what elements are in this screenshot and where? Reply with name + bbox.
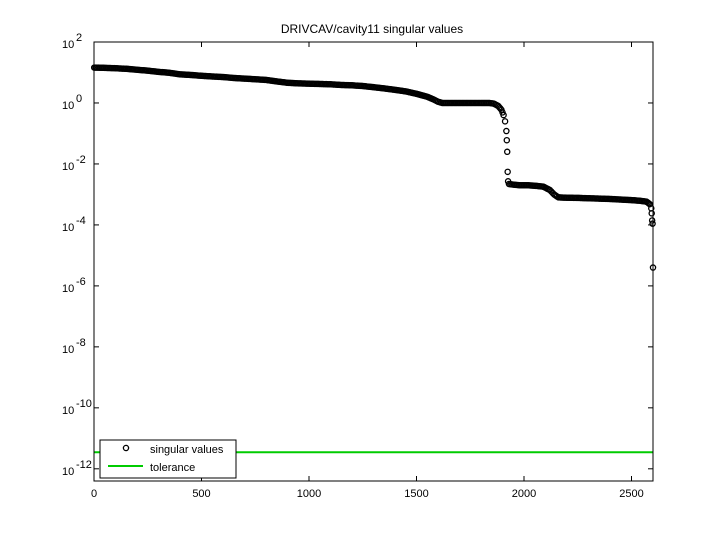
y-tick-label-exponent: 0 (76, 93, 82, 105)
singular-value-point (503, 148, 511, 156)
legend-label-singular-values: singular values (150, 444, 224, 456)
x-tick-label: 2500 (619, 488, 643, 500)
singular-value-point (504, 168, 511, 176)
y-tick-label-exponent: -6 (76, 276, 86, 288)
y-tick-label-base: 10 (62, 283, 74, 295)
singular-value-point (648, 217, 656, 224)
legend: singular values tolerance (99, 439, 237, 479)
y-tick-label-exponent: -12 (76, 459, 92, 471)
y-tick-label-base: 10 (62, 222, 74, 234)
singular-value-point (503, 127, 510, 135)
y-tick-label-exponent: -8 (76, 337, 86, 349)
singular-value-point (500, 111, 507, 119)
x-tick-label: 0 (91, 488, 97, 500)
y-tick-label-base: 10 (62, 161, 74, 173)
y-tick-label-exponent: -10 (76, 398, 92, 410)
x-tick-label: 2000 (512, 488, 536, 500)
y-tick-label-base: 10 (62, 39, 74, 51)
y-tick-label-exponent: -2 (76, 154, 86, 166)
legend-label-tolerance: tolerance (150, 462, 195, 474)
y-tick-label-base: 10 (62, 466, 74, 478)
legend-marker-singular-values (122, 444, 130, 452)
legend-box (99, 439, 237, 479)
singular-value-point (501, 118, 509, 125)
singular-value-point (648, 210, 655, 217)
singular-value-point (503, 136, 511, 144)
axes-box (93, 41, 654, 482)
y-tick-label-base: 10 (62, 100, 74, 112)
y-tick-label-base: 10 (62, 344, 74, 356)
x-tick-label: 1500 (404, 488, 428, 500)
y-tick-label-exponent: -4 (76, 215, 86, 227)
plot-marks (90, 64, 657, 454)
x-axis: 0 500 1000 1500 2000 2500 (91, 42, 644, 500)
chart-title: DRIVCAV/cavity11 singular values (281, 22, 463, 36)
y-tick-label-exponent: 2 (76, 32, 82, 44)
x-tick-label: 500 (192, 488, 210, 500)
x-tick-label: 1000 (297, 488, 321, 500)
y-tick-label-base: 10 (62, 405, 74, 417)
